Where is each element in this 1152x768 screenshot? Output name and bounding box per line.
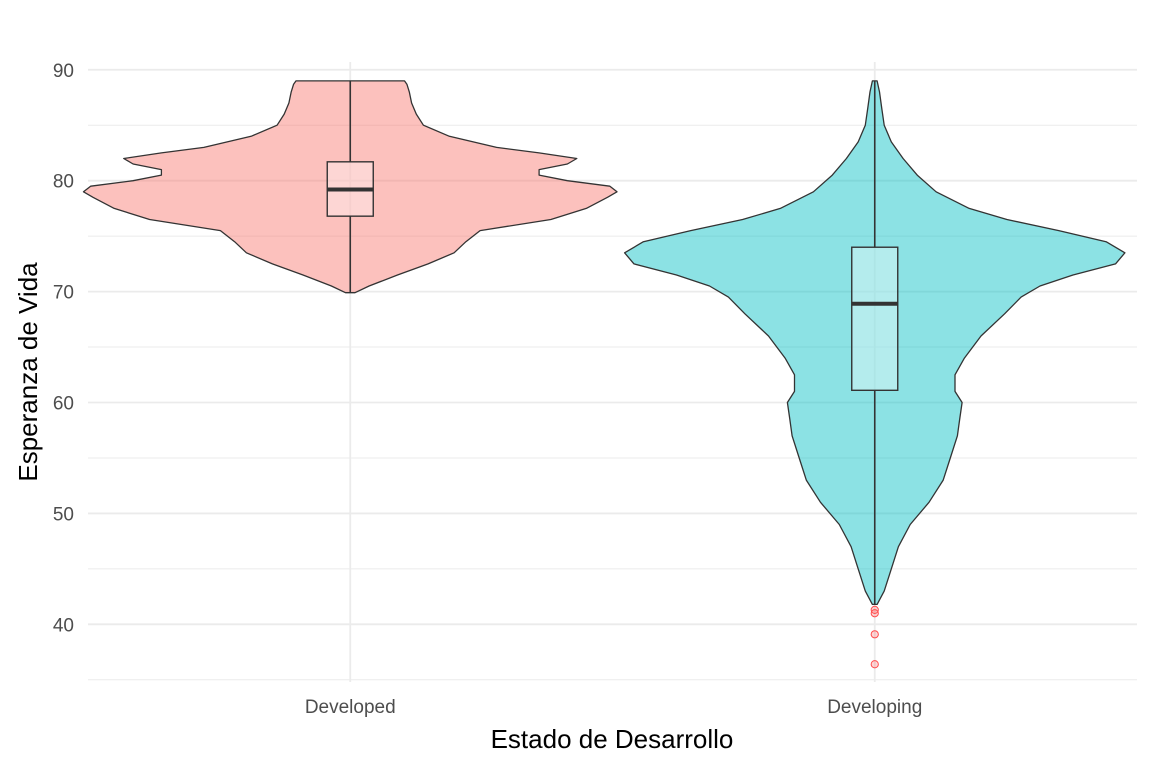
outlier-point [870, 660, 879, 669]
y-tick-label: 90 [53, 61, 74, 82]
outlier-points [870, 605, 879, 669]
y-tick-label: 60 [53, 394, 74, 415]
y-tick-label: 70 [53, 283, 74, 304]
x-tick-label: Developed [305, 697, 396, 718]
box-developing [851, 246, 899, 392]
x-axis-ticks: Developed Developing [305, 697, 922, 718]
outlier-point [870, 630, 879, 639]
x-axis-title: Estado de Desarrollo [491, 724, 734, 754]
x-tick-label: Developing [827, 697, 922, 718]
violin-developed [82, 80, 618, 294]
violin-developing [623, 80, 1126, 606]
outlier-point [870, 609, 879, 618]
y-tick-label: 80 [53, 172, 74, 193]
y-axis-title: Esperanza de Vida [13, 262, 43, 482]
y-tick-label: 50 [53, 504, 74, 525]
violins [82, 80, 1126, 606]
y-axis-ticks: 40 50 60 70 80 90 [53, 61, 74, 637]
boxplots [326, 80, 899, 605]
y-tick-label: 40 [53, 615, 74, 636]
